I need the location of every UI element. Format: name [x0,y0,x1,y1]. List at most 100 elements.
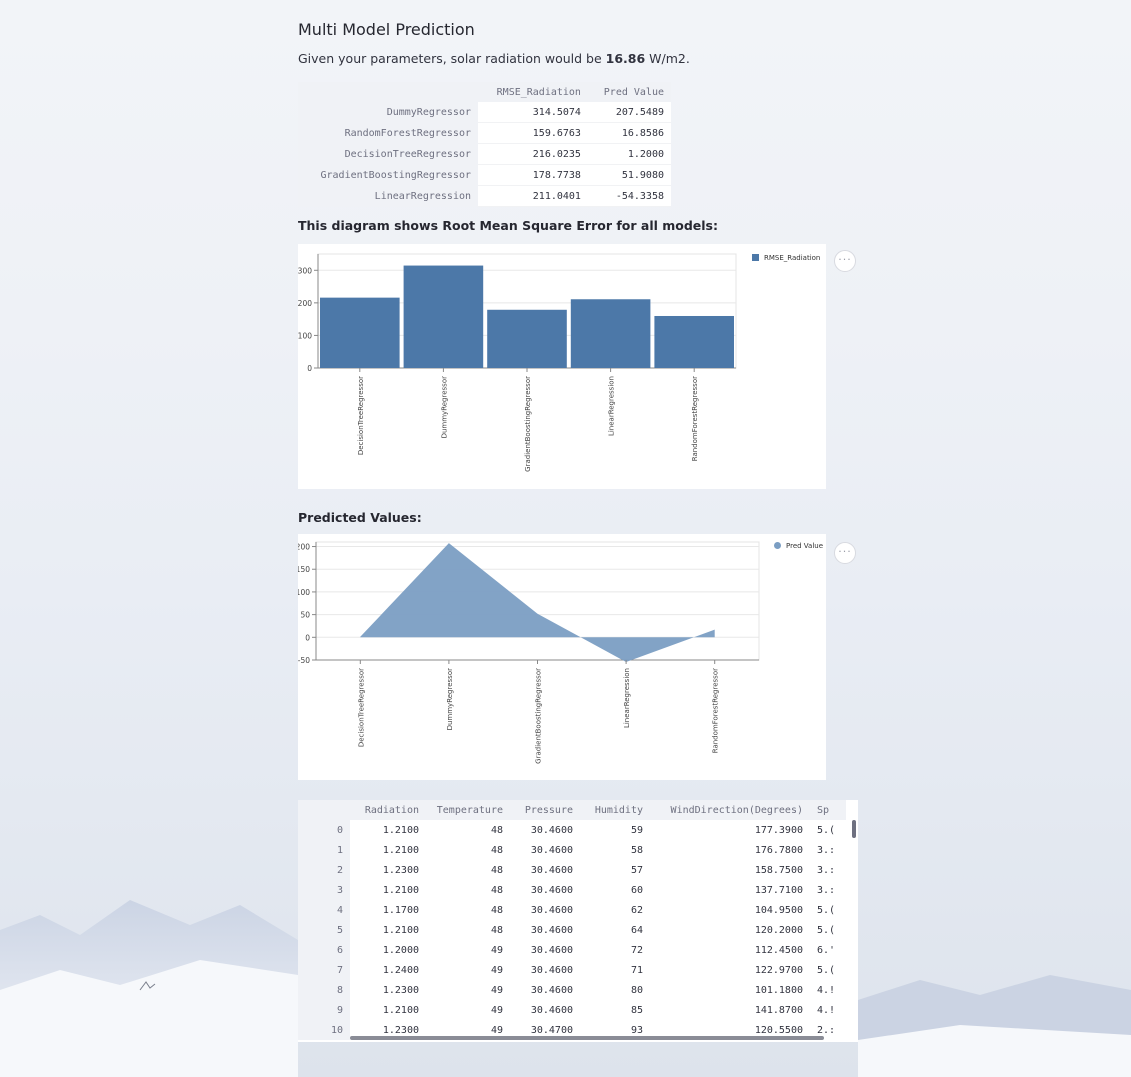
data-cell: 4.! [817,984,836,996]
table-row: 8 1.2300 49 30.4600 80 101.1800 4.! [298,980,846,1000]
table-row: 5 1.2100 48 30.4600 64 120.2000 5.( [298,920,846,940]
column-header[interactable]: Humidity [580,800,650,820]
data-cell: 85 [630,1004,643,1016]
pred-chart-caption: Predicted Values: [298,510,422,525]
rmse-cell: 314.5074 [478,102,588,123]
data-cell: 48 [490,864,503,876]
column-header-rmse[interactable]: RMSE_Radiation [478,82,588,102]
bar [487,309,567,368]
data-cell: 57 [630,864,643,876]
column-header[interactable]: WindDirection(Degrees) [650,800,810,820]
pred-area-chart: -50 0 50 100 150 200 DecisionTreeRegressor Dumm… [298,541,823,764]
rmse-cell: 216.0235 [478,143,588,165]
data-cell: 48 [490,884,503,896]
data-cell: 120.5500 [754,1024,803,1036]
data-cell: 4.! [817,1004,836,1016]
x-tick-label: DecisionTreeRegressor [357,376,365,455]
row-index: 9 [298,1000,350,1020]
horizontal-scrollbar[interactable] [350,1036,824,1040]
bar [403,265,484,368]
pred-cell: -54.3358 [587,185,671,207]
row-index: 0 [298,820,350,840]
data-cell: 1.2400 [382,964,419,976]
legend-label: RMSE_Radiation [764,254,820,262]
data-cell: 1.2300 [382,984,419,996]
table-row: 7 1.2400 49 30.4600 71 122.9700 5.( [298,960,846,980]
model-summary-table[interactable]: RMSE_Radiation Pred Value DummyRegressor… [298,82,671,207]
data-cell: 112.4500 [754,944,803,956]
column-header[interactable]: Temperature [426,800,510,820]
table-row: 10 1.2300 49 30.4700 93 120.5500 2.: [298,1020,846,1040]
rmse-cell: 178.7738 [478,164,588,186]
y-tick-label: 200 [298,543,310,552]
y-tick-label: 300 [298,266,312,275]
data-cell: 30.4600 [530,824,573,836]
bar [320,297,400,368]
data-cell: 120.2000 [754,924,803,936]
row-index: 5 [298,920,350,940]
data-cell: 1.2100 [382,924,419,936]
legend: RMSE_Radiation [752,254,820,262]
data-cell: 49 [490,984,503,996]
prediction-result: Given your parameters, solar radiation w… [298,51,690,66]
column-header[interactable]: Pressure [510,800,580,820]
legend-symbol [774,542,781,549]
data-cell: 141.8700 [754,1004,803,1016]
data-frame[interactable]: Radiation Temperature Pressure Humidity … [298,800,858,1042]
data-cell: 30.4600 [530,944,573,956]
y-tick-label: 100 [298,331,312,340]
row-index: 10 [298,1020,350,1040]
x-tick-label: GradientBoostingRegressor [535,668,543,764]
x-tick-label: RandomForestRegressor [691,376,699,461]
row-index: 1 [298,840,350,860]
data-cell: 5.( [817,824,836,836]
data-cell: 48 [490,844,503,856]
row-label: GradientBoostingRegressor [298,164,478,186]
legend: Pred Value [774,542,823,550]
data-cell: 48 [490,824,503,836]
table-row: RandomForestRegressor 159.6763 16.8586 [298,122,671,144]
table-row: 2 1.2300 48 30.4600 57 158.7500 3.: [298,860,846,880]
column-header[interactable]: Radiation [350,800,426,820]
area-series [360,543,715,662]
data-cell: 30.4600 [530,924,573,936]
data-cell: 30.4600 [530,1004,573,1016]
data-cell: 49 [490,964,503,976]
row-index: 4 [298,900,350,920]
row-label: RandomForestRegressor [298,122,478,144]
data-cell: 101.1800 [754,984,803,996]
data-cell: 71 [630,964,643,976]
table-row: 0 1.2100 48 30.4600 59 177.3900 5.( [298,820,846,840]
data-cell: 1.2000 [382,944,419,956]
data-cell: 93 [630,1024,643,1036]
data-cell: 49 [490,1024,503,1036]
rmse-cell: 159.6763 [478,122,588,144]
data-cell: 1.2100 [382,824,419,836]
pred-cell: 16.8586 [587,122,671,144]
vertical-scrollbar[interactable] [852,820,856,838]
data-cell: 1.1700 [382,904,419,916]
table-row: 3 1.2100 48 30.4600 60 137.7100 3.: [298,880,846,900]
data-cell: 64 [630,924,643,936]
data-cell: 30.4600 [530,864,573,876]
table-row: 6 1.2000 49 30.4600 72 112.4500 6.' [298,940,846,960]
column-header[interactable]: Sp [810,800,846,820]
table-row: 4 1.1700 48 30.4600 62 104.9500 5.( [298,900,846,920]
column-header-pred[interactable]: Pred Value [587,82,671,102]
data-cell: 3.: [817,884,836,896]
data-cell: 2.: [817,1024,836,1036]
data-cell: 3.: [817,844,836,856]
row-label: DecisionTreeRegressor [298,143,478,165]
pred-chart-menu-button[interactable]: ··· [834,542,856,564]
data-cell: 5.( [817,964,836,976]
rmse-cell: 211.0401 [478,185,588,207]
legend-label: Pred Value [786,542,823,550]
table-row: DecisionTreeRegressor 216.0235 1.2000 [298,143,671,165]
legend-symbol [752,254,759,261]
result-value: 16.86 [605,51,646,66]
data-cell: 60 [630,884,643,896]
rmse-chart-menu-button[interactable]: ··· [834,250,856,272]
table-row: 1 1.2100 48 30.4600 58 176.7800 3.: [298,840,846,860]
data-cell: 5.( [817,904,836,916]
